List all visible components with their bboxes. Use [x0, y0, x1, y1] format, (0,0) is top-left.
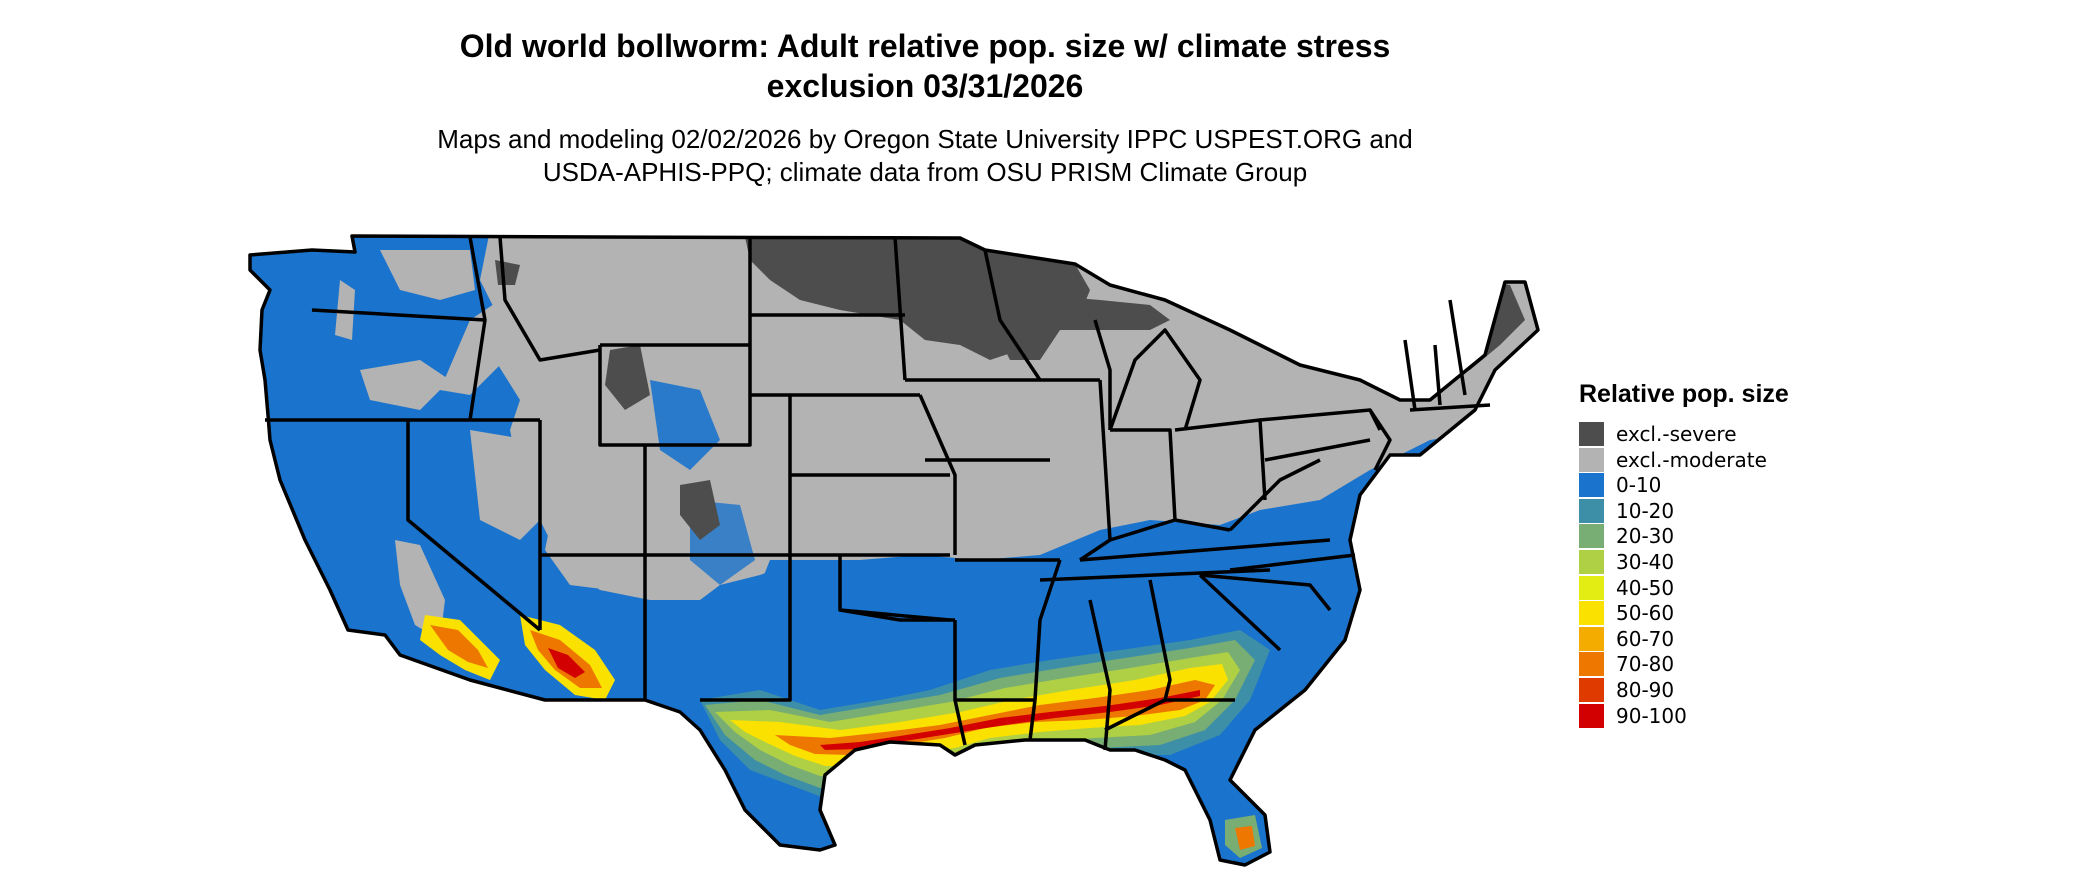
- border-nc-sc: [1199, 573, 1332, 612]
- fill-severe-adirondack: [1365, 345, 1395, 375]
- legend-swatch: [1579, 703, 1604, 728]
- fill-low-wyoming: [650, 380, 720, 470]
- legend-item: 10-20: [1579, 498, 1789, 524]
- legend-label: 50-60: [1616, 601, 1675, 626]
- fill-moderate-washington: [380, 250, 475, 300]
- border-va-nc: [1229, 553, 1356, 572]
- map-subtitle-line2: USDA-APHIS-PPQ; climate data from OSU PR…: [542, 157, 1308, 187]
- border-dakotas-east: [893, 236, 907, 381]
- map-title-line2: exclusion 03/31/2026: [766, 68, 1084, 104]
- fill-severe-colorado: [680, 480, 720, 540]
- border-ut-wy: [598, 345, 645, 447]
- border-ne-mo: [918, 394, 957, 555]
- fill-moderate-nevada: [470, 430, 550, 540]
- border-vt-nh: [1433, 344, 1442, 406]
- border-pa-south: [1264, 438, 1371, 462]
- legend-item: 50-60: [1579, 600, 1789, 626]
- fill-moderate-utah-az: [545, 500, 650, 590]
- border-mi-lower: [1108, 328, 1202, 431]
- border-lake-michigan: [1093, 319, 1112, 430]
- border-ky-tn: [1079, 538, 1331, 562]
- fill-band-az-red: [548, 648, 585, 678]
- legend-title: Relative pop. size: [1579, 380, 1789, 408]
- legend-item: 90-100: [1579, 703, 1789, 729]
- border-ma-south: [1409, 403, 1491, 412]
- border-va-wv: [1228, 458, 1321, 532]
- legend-item: 70-80: [1579, 651, 1789, 677]
- state-borders: [248, 234, 1540, 867]
- fill-moderate-oregon-east: [360, 360, 450, 410]
- fill-moderate-sierra: [395, 540, 445, 640]
- map-subtitle-line1: Maps and modeling 02/02/2026 by Oregon S…: [437, 124, 1413, 154]
- fill-band-socal-orange: [430, 625, 488, 668]
- legend-item: 80-90: [1579, 677, 1789, 703]
- border-ga-sc: [1198, 573, 1282, 652]
- legend-item: excl.-moderate: [1579, 447, 1789, 473]
- legend-swatch: [1579, 575, 1604, 600]
- legend-item: 30-40: [1579, 549, 1789, 575]
- border-oh-river: [1109, 518, 1231, 542]
- border-ny-vt: [1403, 339, 1417, 411]
- border-tx-ok-red-river: [839, 608, 955, 622]
- legend-swatch: [1579, 652, 1604, 677]
- border-nm-tx: [700, 555, 792, 702]
- fill-band-orange-south: [775, 680, 1215, 755]
- border-ny-nj: [1368, 409, 1392, 471]
- legend-label: excl.-severe: [1616, 422, 1737, 446]
- legend-item: excl.-severe: [1579, 421, 1789, 447]
- legend-swatch: [1579, 626, 1604, 651]
- legend-label: 80-90: [1616, 677, 1675, 702]
- fill-severe-wyoming: [605, 345, 650, 410]
- border-tn-south: [1039, 568, 1271, 582]
- legend-swatch: [1579, 447, 1604, 472]
- border-la-ms: [1028, 699, 1037, 741]
- legend-item: 60-70: [1579, 626, 1789, 652]
- legend-swatch: [1579, 473, 1604, 498]
- fill-severe-upper-michigan: [985, 290, 1170, 360]
- legend-label: 70-80: [1616, 652, 1675, 677]
- legend-swatch: [1579, 601, 1604, 626]
- legend-swatch: [1579, 549, 1604, 574]
- legend-label: 10-20: [1616, 498, 1675, 523]
- legend-label: 60-70: [1616, 626, 1675, 651]
- legend-swatch: [1579, 524, 1604, 549]
- legend-swatch: [1579, 677, 1604, 702]
- fill-moderate-idaho-west: [440, 300, 505, 395]
- legend-item: 40-50: [1579, 575, 1789, 601]
- border-al-ga: [1148, 579, 1172, 701]
- legend-swatch: [1579, 422, 1604, 446]
- map-title-line1: Old world bollworm: Adult relative pop. …: [459, 28, 1391, 64]
- border-nh-me: [1448, 299, 1467, 396]
- legend-label: excl.-moderate: [1616, 447, 1767, 472]
- legend-label: 40-50: [1616, 575, 1675, 600]
- map-legend: Relative pop. size excl.-severe excl.-mod…: [1579, 380, 1789, 728]
- legend-item: 0-10: [1579, 472, 1789, 498]
- legend-swatch: [1579, 498, 1604, 523]
- fill-moderate-cascades: [335, 280, 355, 340]
- border-in-oh: [1110, 428, 1177, 521]
- legend-items: excl.-severe excl.-moderate 0-10 10-20 20-30…: [1579, 421, 1789, 728]
- border-la-tx: [953, 699, 967, 746]
- legend-label: 20-30: [1616, 524, 1675, 549]
- fill-band-red-south: [820, 690, 1200, 750]
- legend-label: 0-10: [1616, 473, 1662, 498]
- legend-item: 20-30: [1579, 523, 1789, 549]
- fill-band-florida-tip-hot: [1235, 826, 1255, 850]
- border-mt-id: [498, 236, 601, 362]
- border-mn-wi: [983, 249, 1042, 381]
- legend-label: 90-100: [1616, 703, 1687, 728]
- border-nv-ca: [406, 420, 542, 632]
- border-wy-east: [645, 345, 752, 447]
- legend-label: 30-40: [1616, 549, 1675, 574]
- border-ga-fl: [1104, 698, 1235, 732]
- border-wa-or: [311, 308, 486, 322]
- border-id-west: [468, 236, 487, 421]
